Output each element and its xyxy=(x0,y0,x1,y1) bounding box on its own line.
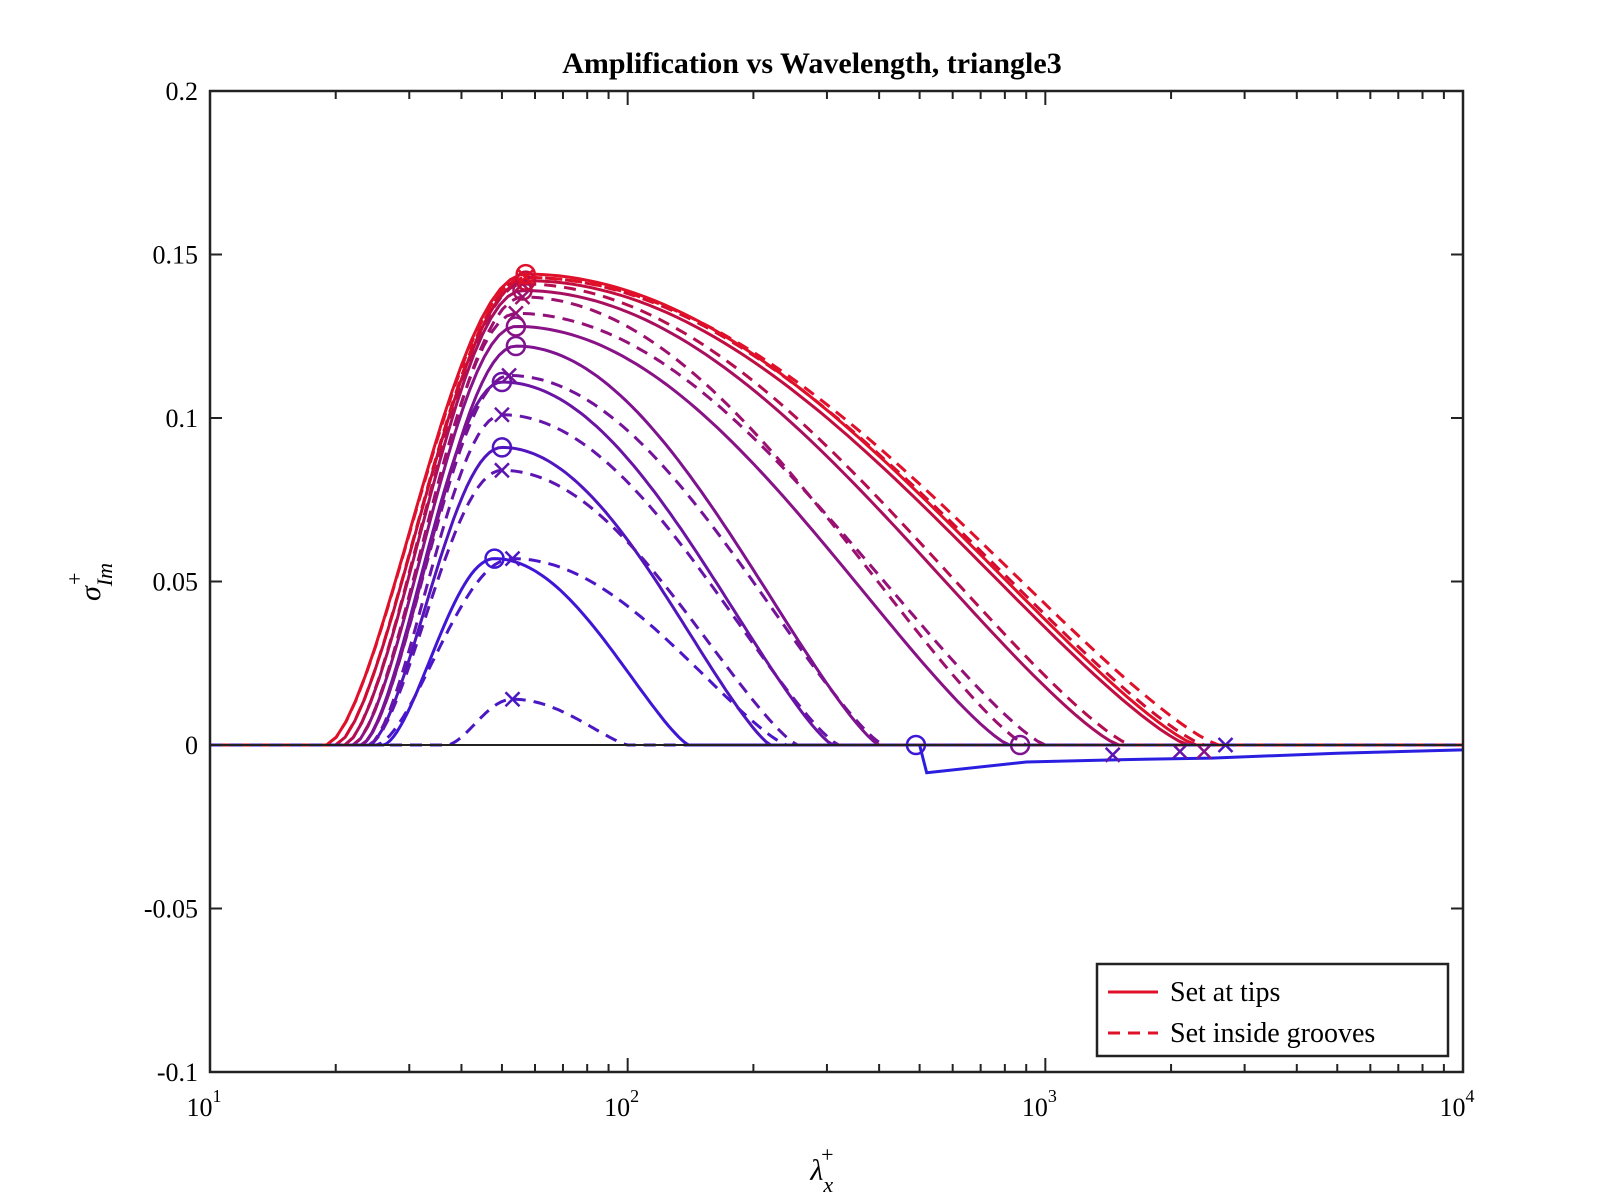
x-tick-label: 104 xyxy=(1440,1086,1475,1122)
series-line-13 xyxy=(210,279,1463,747)
zero-marker-4 xyxy=(1196,743,1213,760)
series-line-9 xyxy=(210,311,1463,747)
series-line-6 xyxy=(210,373,1463,747)
legend-box xyxy=(1095,962,1450,1058)
series-line-1 xyxy=(210,557,1463,747)
y-tick-label: 0.1 xyxy=(166,404,199,433)
legend: Set at tips Set inside grooves xyxy=(1095,962,1450,1058)
series-line-0 xyxy=(210,557,1463,747)
y-tick-label: 0.05 xyxy=(153,568,199,597)
peak-marker-13 xyxy=(515,270,536,291)
peak-marker-3 xyxy=(494,462,510,479)
peak-marker-10 xyxy=(514,289,531,305)
peak-marker-17 xyxy=(504,691,521,708)
peak-marker-9 xyxy=(508,305,524,322)
peak-marker-2 xyxy=(491,437,513,458)
y-tick-label: 0.2 xyxy=(166,77,199,106)
series-line-14 xyxy=(210,275,1463,747)
series-line-17 xyxy=(210,697,1463,747)
peak-marker-0 xyxy=(484,548,505,569)
legend-label-grooves: Set inside grooves xyxy=(1170,1018,1375,1049)
negative-branch-line xyxy=(918,744,1463,775)
peak-marker-4 xyxy=(494,406,510,423)
series-line-3 xyxy=(210,468,1463,747)
y-tick-label: 0.15 xyxy=(153,241,199,270)
series-line-16 xyxy=(210,275,1463,747)
peak-marker-1 xyxy=(504,550,521,567)
series-line-7 xyxy=(210,344,1463,747)
zero-marker-5 xyxy=(1104,746,1121,763)
legend-label-tips: Set at tips xyxy=(1170,977,1280,1008)
peak-marker-16 xyxy=(517,269,534,286)
zero-marker-3 xyxy=(1172,743,1188,760)
x-tick-label: 103 xyxy=(1022,1086,1057,1122)
x-axis-label: λx+ xyxy=(809,1142,833,1197)
series-line-11 xyxy=(210,288,1463,747)
peak-marker-15 xyxy=(515,263,536,285)
peak-marker-8 xyxy=(505,316,527,337)
chart-title: Amplification vs Wavelength, triangle3 xyxy=(562,47,1061,80)
y-tick-label: 0 xyxy=(185,731,198,760)
plot-frame xyxy=(208,89,1465,1074)
x-tick-label: 102 xyxy=(604,1086,639,1122)
series-line-15 xyxy=(210,272,1463,747)
series-line-12 xyxy=(210,282,1463,747)
y-axis-label: σIm+ xyxy=(62,563,117,601)
series-line-2 xyxy=(210,445,1463,747)
peak-marker-7 xyxy=(505,335,527,357)
series-line-8 xyxy=(210,324,1463,747)
series-layer xyxy=(210,272,1463,775)
x-tick-label: 101 xyxy=(187,1086,222,1122)
peak-marker-6 xyxy=(501,367,517,384)
y-tick-label: -0.05 xyxy=(144,895,198,924)
peak-marker-5 xyxy=(491,371,513,393)
y-tick-label: -0.1 xyxy=(157,1058,198,1087)
series-line-10 xyxy=(210,295,1463,747)
